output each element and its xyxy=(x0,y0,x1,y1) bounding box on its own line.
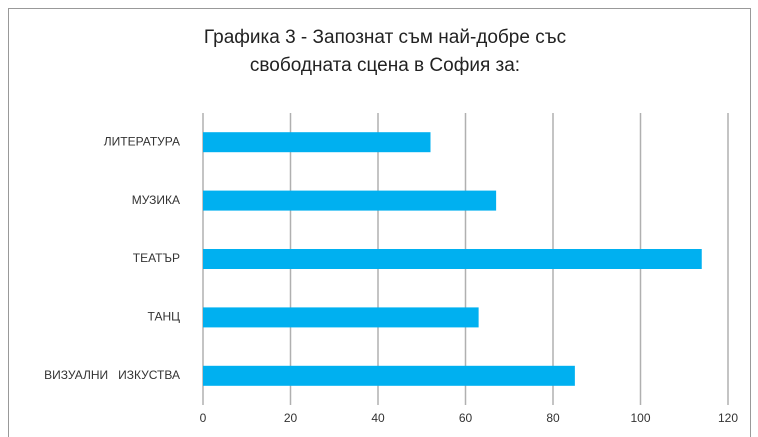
chart-frame xyxy=(8,8,751,437)
x-tick-label: 0 xyxy=(200,411,207,425)
x-tick-label: 40 xyxy=(371,411,385,425)
bar xyxy=(203,249,702,269)
x-tick-label: 20 xyxy=(284,411,298,425)
bar xyxy=(203,190,497,211)
y-tick-label: ТАНЦ xyxy=(148,310,181,324)
bar xyxy=(203,365,575,386)
y-tick-label: МУЗИКА xyxy=(132,193,180,207)
y-tick-label: ТЕАТЪР xyxy=(133,251,180,265)
bar xyxy=(203,132,431,153)
chart-title: свободната сцена в София за: xyxy=(250,55,520,76)
y-tick-label: ВИЗУАЛНИ ИЗКУСТВА xyxy=(44,368,180,382)
x-tick-label: 100 xyxy=(630,411,650,425)
x-tick-label: 80 xyxy=(546,411,560,425)
y-tick-label: ЛИТЕРАТУРА xyxy=(104,134,180,148)
x-tick-label: 120 xyxy=(718,411,738,425)
bar xyxy=(203,307,479,328)
x-tick-label: 60 xyxy=(459,411,473,425)
chart-title: Графика 3 - Запознат съм най-добре със xyxy=(204,27,566,48)
